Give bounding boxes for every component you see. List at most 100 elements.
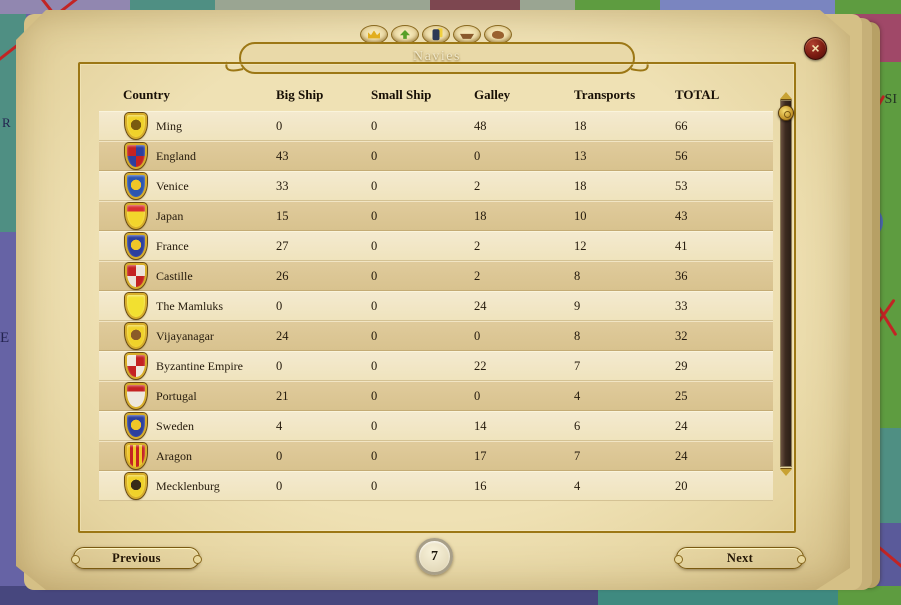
galley-value: 24 — [474, 298, 487, 313]
country-name: Castille — [156, 268, 193, 283]
previous-button[interactable]: Previous — [71, 547, 202, 569]
big-ship-value: 21 — [276, 388, 289, 403]
ledger-tab-bar — [360, 25, 512, 44]
country-shield-icon — [124, 352, 148, 380]
small-ship-value: 0 — [371, 298, 378, 313]
galley-value: 22 — [474, 358, 487, 373]
total-value: 20 — [675, 478, 688, 493]
country-cell: Byzantine Empire — [99, 352, 276, 380]
galley-value: 2 — [474, 268, 481, 283]
small-ship-value: 0 — [371, 358, 378, 373]
close-icon: × — [811, 40, 820, 56]
trade-icon — [492, 30, 504, 39]
crown-icon — [368, 30, 380, 39]
scrollbar-thumb[interactable] — [778, 105, 794, 121]
galley-value: 0 — [474, 328, 481, 343]
country-name: Japan — [156, 208, 184, 223]
country-cell: Portugal — [99, 382, 276, 410]
country-name: Aragon — [156, 448, 192, 463]
small-ship-value: 0 — [371, 178, 378, 193]
table-row: England 43 0 0 13 56 — [99, 141, 773, 171]
small-ship-value: 0 — [371, 418, 378, 433]
country-name: The Mamluks — [156, 298, 223, 313]
close-button[interactable]: × — [804, 37, 827, 60]
country-cell: The Mamluks — [99, 292, 276, 320]
table-row: The Mamluks 0 0 24 9 33 — [99, 291, 773, 321]
map-bottom-strip — [0, 586, 901, 605]
country-name: Mecklenburg — [156, 478, 220, 493]
country-name: Portugal — [156, 388, 197, 403]
big-ship-value: 26 — [276, 268, 289, 283]
scrollbar-track[interactable] — [780, 100, 792, 467]
big-ship-value: 0 — [276, 358, 283, 373]
country-shield-icon — [124, 262, 148, 290]
transports-value: 6 — [574, 418, 581, 433]
table-row: Portugal 21 0 0 4 25 — [99, 381, 773, 411]
country-cell: England — [99, 142, 276, 170]
country-shield-icon — [124, 472, 148, 500]
table-frame — [78, 62, 796, 533]
column-header-big-ship: Big Ship — [276, 87, 324, 102]
galley-value: 48 — [474, 118, 487, 133]
total-value: 32 — [675, 328, 688, 343]
table-row: Ming 0 0 48 18 66 — [99, 111, 773, 141]
column-header-small-ship: Small Ship — [371, 87, 432, 102]
small-ship-value: 0 — [371, 388, 378, 403]
wealth-icon — [400, 29, 410, 39]
scroll-down-arrow-icon[interactable] — [780, 469, 792, 476]
table-header: Country Big Ship Small Ship Galley Trans… — [99, 87, 773, 109]
galley-value: 14 — [474, 418, 487, 433]
small-ship-value: 0 — [371, 238, 378, 253]
transports-value: 7 — [574, 448, 581, 463]
galley-value: 18 — [474, 208, 487, 223]
total-value: 43 — [675, 208, 688, 223]
total-value: 56 — [675, 148, 688, 163]
country-shield-icon — [124, 202, 148, 230]
small-ship-value: 0 — [371, 328, 378, 343]
galley-value: 2 — [474, 238, 481, 253]
map-label: E — [0, 330, 10, 346]
big-ship-value: 15 — [276, 208, 289, 223]
big-ship-value: 0 — [276, 298, 283, 313]
country-cell: Castille — [99, 262, 276, 290]
country-name: Ming — [156, 118, 183, 133]
small-ship-value: 0 — [371, 478, 378, 493]
big-ship-value: 0 — [276, 478, 283, 493]
title-tab-ornament — [225, 42, 649, 74]
country-cell: Aragon — [99, 442, 276, 470]
transports-value: 9 — [574, 298, 581, 313]
transports-value: 13 — [574, 148, 587, 163]
table-row: Castille 26 0 2 8 36 — [99, 261, 773, 291]
transports-value: 18 — [574, 178, 587, 193]
galley-value: 16 — [474, 478, 487, 493]
total-value: 33 — [675, 298, 688, 313]
table-body: Ming 0 0 48 18 66 England 43 0 0 13 56 V… — [99, 111, 773, 501]
country-name: Venice — [156, 178, 189, 193]
table-row: Byzantine Empire 0 0 22 7 29 — [99, 351, 773, 381]
total-value: 29 — [675, 358, 688, 373]
table-row: Venice 33 0 2 18 53 — [99, 171, 773, 201]
table-row: France 27 0 2 12 41 — [99, 231, 773, 261]
tab-country-ledger[interactable] — [360, 25, 388, 44]
total-value: 24 — [675, 418, 688, 433]
transports-value: 12 — [574, 238, 587, 253]
transports-value: 7 — [574, 358, 581, 373]
big-ship-value: 27 — [276, 238, 289, 253]
galley-value: 17 — [474, 448, 487, 463]
transports-value: 18 — [574, 118, 587, 133]
country-cell: Mecklenburg — [99, 472, 276, 500]
country-shield-icon — [124, 112, 148, 140]
transports-value: 4 — [574, 388, 581, 403]
next-button[interactable]: Next — [674, 547, 806, 569]
country-name: England — [156, 148, 196, 163]
small-ship-value: 0 — [371, 118, 378, 133]
scroll-up-arrow-icon[interactable] — [780, 92, 792, 99]
column-header-country: Country — [123, 87, 170, 102]
country-shield-icon — [124, 142, 148, 170]
total-value: 36 — [675, 268, 688, 283]
table-row: Sweden 4 0 14 6 24 — [99, 411, 773, 441]
column-header-transports: Transports — [574, 87, 636, 102]
country-shield-icon — [124, 232, 148, 260]
country-name: Vijayanagar — [156, 328, 214, 343]
